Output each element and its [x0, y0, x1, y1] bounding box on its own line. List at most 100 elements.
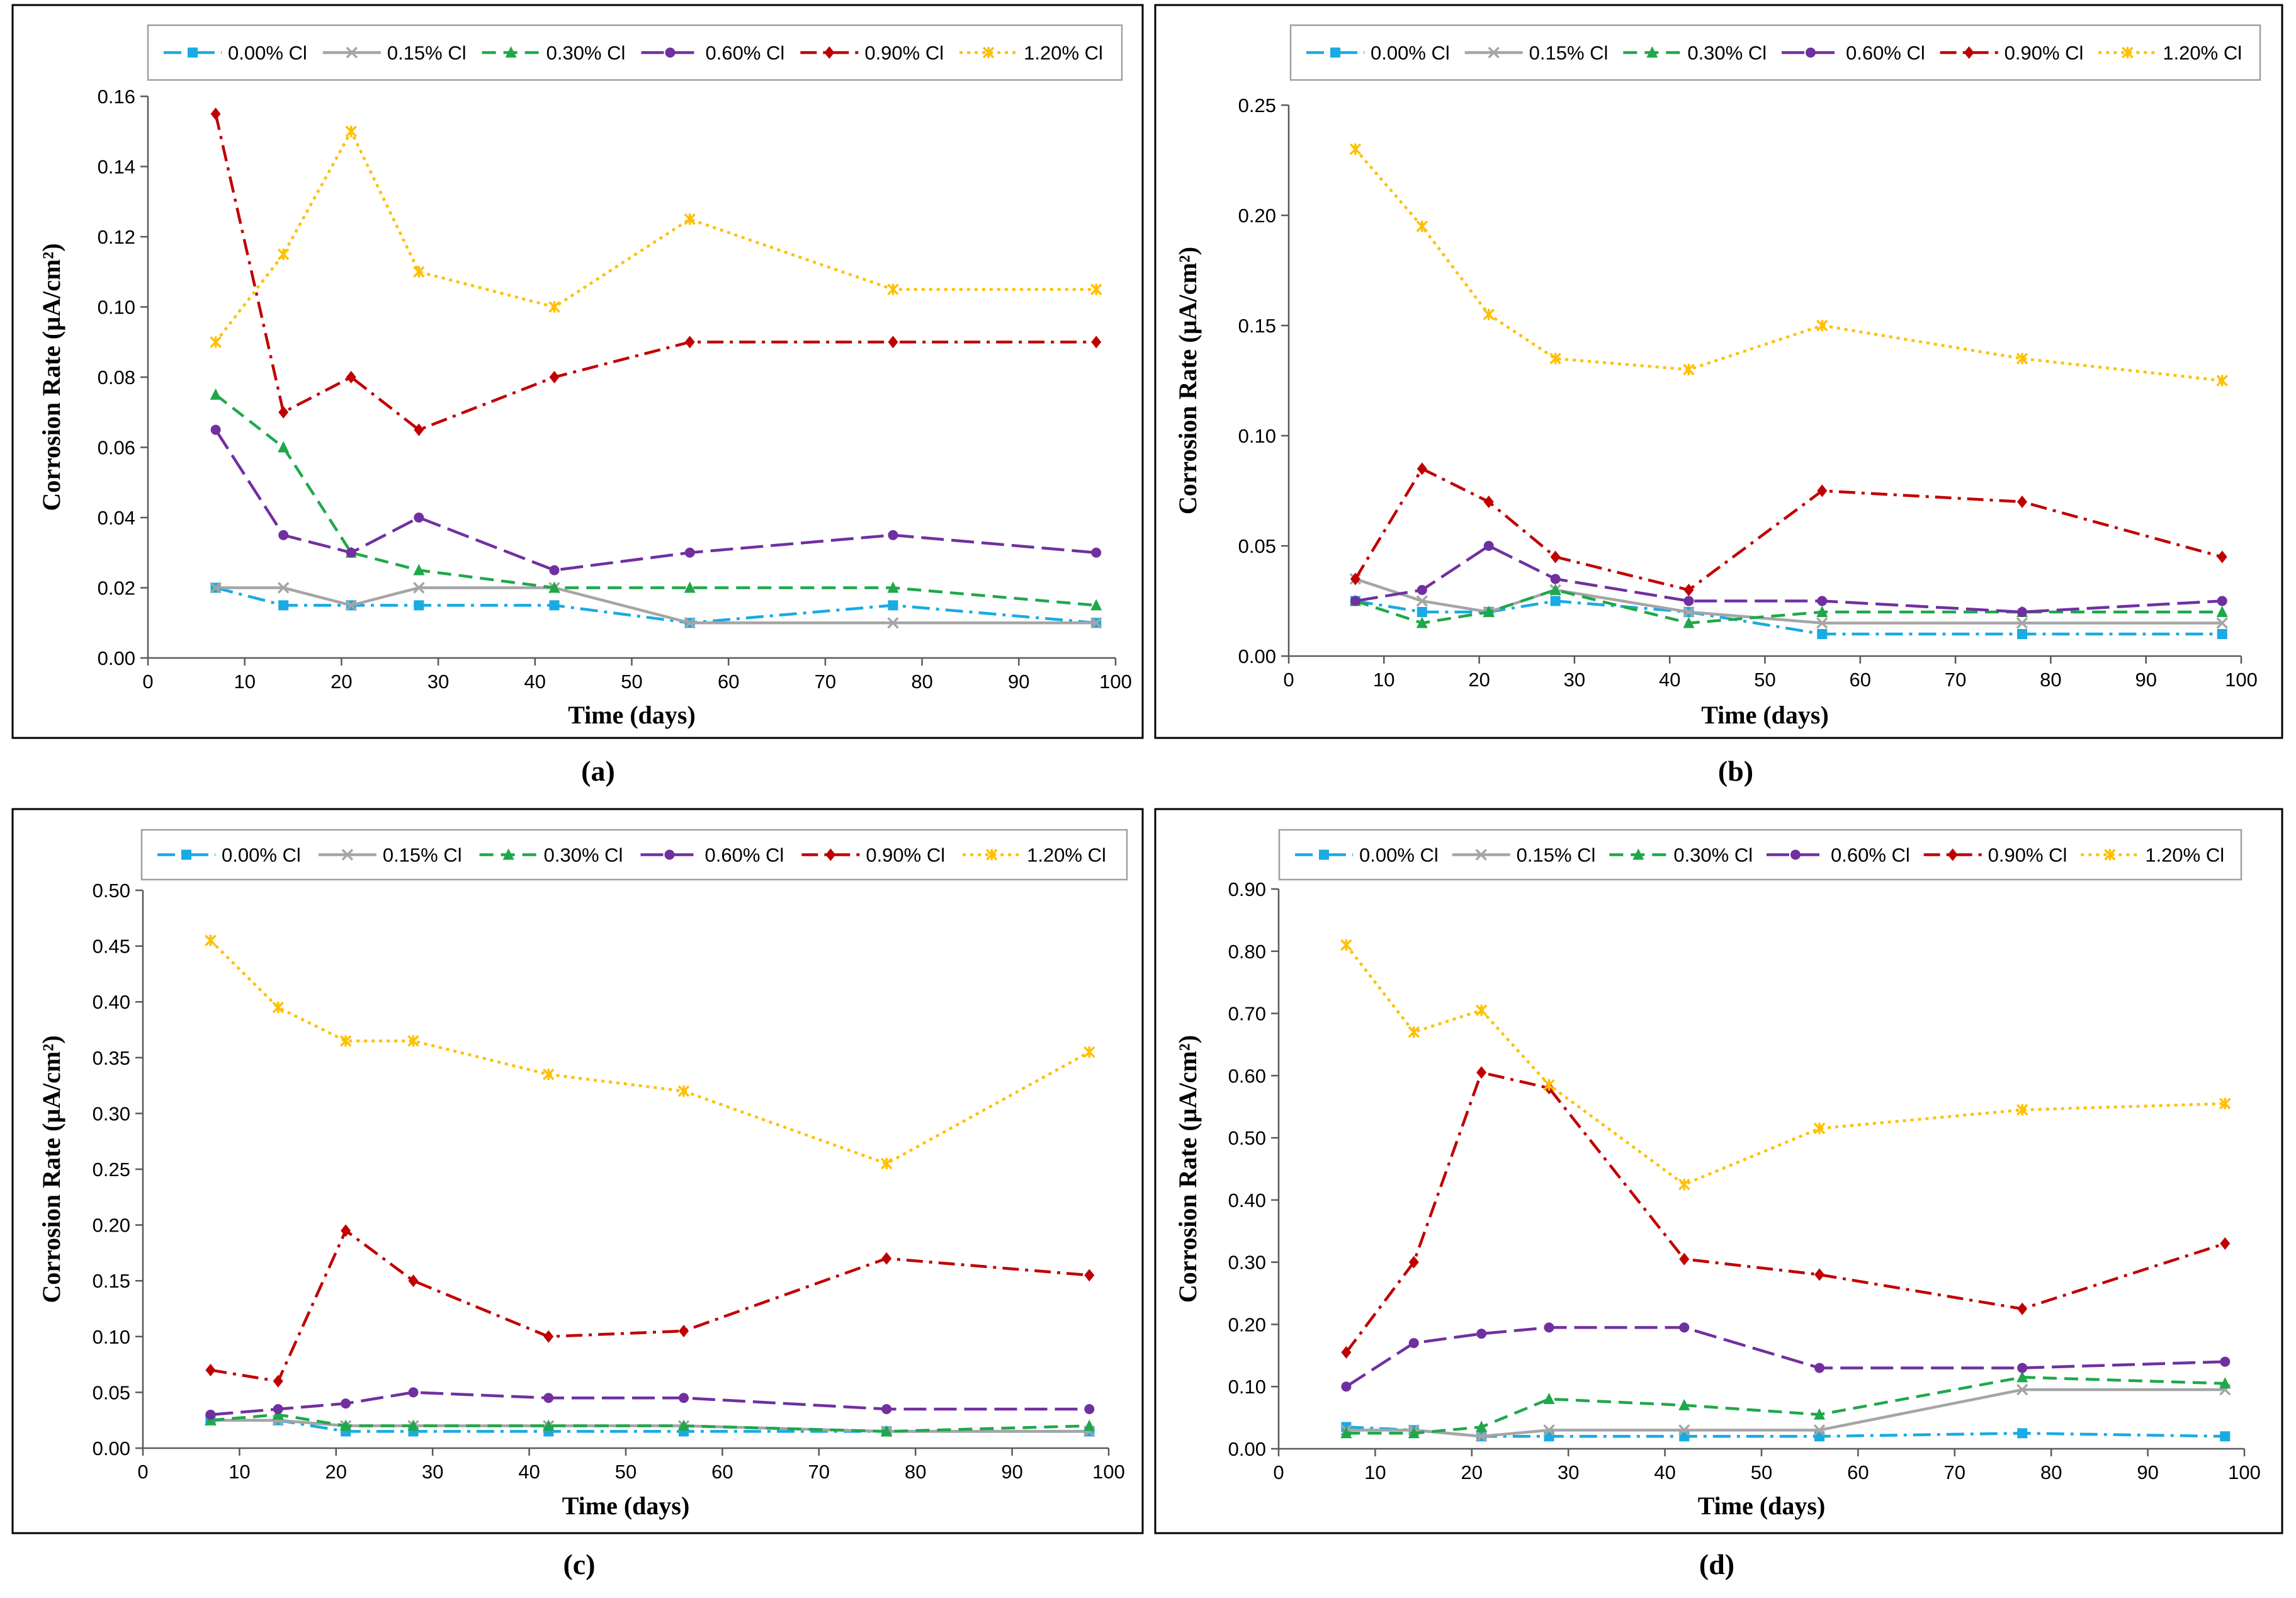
- y-tick-label: 0.25: [93, 1159, 130, 1181]
- marker-triangle: [278, 441, 290, 453]
- y-tick-label: 0.20: [1238, 205, 1276, 227]
- marker-circle: [1483, 541, 1494, 551]
- marker-square: [188, 47, 198, 58]
- marker-asterisk: [1549, 353, 1561, 365]
- marker-triangle: [1416, 616, 1428, 628]
- marker-triangle: [407, 1419, 419, 1431]
- legend-item: 0.00% Cl: [157, 844, 301, 866]
- series-0-60-cl: [210, 424, 1102, 575]
- x-tick-label: 20: [331, 671, 352, 693]
- marker-diamond: [1679, 1252, 1690, 1266]
- marker-circle: [210, 424, 221, 435]
- marker-circle: [1683, 596, 1694, 606]
- marker-x: [345, 599, 358, 611]
- x-axis-title: Time (days): [562, 1492, 690, 1520]
- series-line: [215, 586, 1097, 625]
- legend-label: 0.30% Cl: [546, 42, 626, 64]
- series-0-60-cl: [1350, 541, 2227, 617]
- series-line: [1345, 1071, 2226, 1354]
- x-tick-label: 30: [422, 1461, 443, 1483]
- marker-triangle: [1543, 1392, 1555, 1404]
- legend-label: 0.30% Cl: [544, 844, 623, 866]
- marker-square: [1330, 47, 1340, 58]
- marker-triangle: [1090, 599, 1102, 611]
- marker-diamond: [2017, 1302, 2028, 1315]
- marker-diamond: [1341, 1346, 1352, 1359]
- marker-asterisk: [2122, 47, 2134, 59]
- marker-circle: [1350, 596, 1360, 606]
- marker-triangle: [1683, 616, 1695, 628]
- x-tick-label: 0: [137, 1461, 148, 1483]
- series-line: [210, 1229, 1090, 1383]
- marker-triangle: [1476, 1420, 1488, 1432]
- legend-label: 0.60% Cl: [1846, 42, 1925, 64]
- x-axis-title: Time (days): [1701, 701, 1829, 729]
- marker-diamond: [341, 1224, 351, 1237]
- x-tick-label: 80: [905, 1461, 926, 1483]
- marker-diamond: [1964, 46, 1974, 59]
- legend-label: 0.00% Cl: [228, 42, 307, 64]
- series-line: [1355, 577, 2222, 625]
- x-tick-label: 40: [524, 671, 546, 693]
- marker-x: [346, 47, 358, 59]
- marker-diamond: [543, 1330, 554, 1343]
- marker-circle: [1550, 574, 1561, 584]
- legend-item: 0.15% Cl: [1452, 844, 1595, 866]
- legend-item: 0.90% Cl: [801, 844, 945, 866]
- y-tick-label: 0.16: [98, 86, 135, 108]
- series-0-15-cl: [1340, 1383, 2231, 1442]
- marker-triangle: [1816, 606, 1828, 617]
- marker-diamond: [346, 371, 356, 383]
- x-tick-label: 100: [2225, 669, 2258, 691]
- y-tick-label: 0.80: [1228, 941, 1266, 963]
- series-line: [1354, 467, 2223, 592]
- y-tick-label: 0.12: [98, 226, 135, 248]
- legend-item: 0.60% Cl: [641, 42, 784, 64]
- series-line: [210, 1391, 1090, 1417]
- legend-label: 0.15% Cl: [383, 844, 462, 866]
- marker-diamond: [824, 46, 835, 59]
- legend-item: 0.90% Cl: [1940, 42, 2083, 64]
- series-1-20-cl: [1349, 143, 2228, 387]
- y-axis-title: Corrosion Rate (µA/cm²): [37, 1035, 65, 1303]
- marker-diamond: [684, 336, 695, 349]
- marker-circle: [2220, 1356, 2231, 1367]
- marker-x: [1543, 1424, 1555, 1436]
- y-tick-label: 0.20: [1228, 1313, 1266, 1335]
- marker-diamond: [549, 371, 560, 383]
- y-tick-label: 0.10: [1238, 425, 1276, 447]
- x-tick-label: 70: [815, 671, 836, 693]
- marker-x: [1488, 47, 1500, 59]
- x-tick-label: 60: [1847, 1461, 1869, 1483]
- panel-frame: [11, 4, 1144, 739]
- legend-label: 0.90% Cl: [864, 42, 944, 64]
- marker-triangle: [413, 564, 425, 575]
- y-tick-label: 0.00: [1238, 645, 1276, 667]
- marker-square: [181, 849, 191, 860]
- marker-triangle: [1340, 1427, 1352, 1439]
- marker-square: [1319, 849, 1329, 860]
- marker-circle: [273, 1403, 283, 1414]
- series-1-20-cl: [210, 125, 1102, 348]
- marker-triangle: [548, 581, 560, 593]
- legend-item: 0.30% Cl: [479, 844, 623, 866]
- panel-caption: (c): [563, 1548, 595, 1580]
- marker-asterisk: [272, 1001, 284, 1014]
- marker-diamond: [1550, 550, 1561, 564]
- marker-x: [277, 582, 290, 594]
- y-tick-label: 0.45: [93, 936, 130, 958]
- marker-diamond: [205, 1363, 216, 1376]
- marker-circle: [1817, 596, 1828, 606]
- marker-triangle: [2016, 1371, 2028, 1383]
- series-0-90-cl: [205, 1224, 1095, 1388]
- panel-caption: (d): [1699, 1548, 1734, 1580]
- y-tick-label: 0.35: [93, 1047, 130, 1069]
- marker-x: [1813, 1424, 1826, 1436]
- marker-circle: [684, 547, 695, 558]
- marker-asterisk: [1416, 220, 1428, 232]
- marker-asterisk: [677, 1085, 690, 1097]
- legend-item: 0.00% Cl: [1306, 42, 1450, 64]
- y-axis-title: Corrosion Rate (µA/cm²): [37, 243, 65, 511]
- marker-x: [210, 582, 222, 594]
- series-line: [1355, 599, 2222, 636]
